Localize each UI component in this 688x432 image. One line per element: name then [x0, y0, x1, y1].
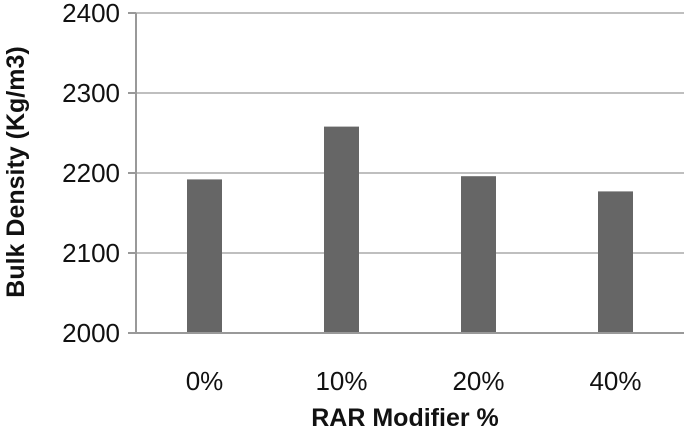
x-axis-title: RAR Modifier % [311, 404, 499, 432]
x-tick-label: 0% [186, 366, 224, 396]
y-tick-label: 2100 [62, 238, 120, 268]
bar-40pct [598, 191, 633, 333]
gridlines [136, 12, 684, 254]
bars [187, 126, 633, 333]
x-tick-label: 10% [315, 366, 367, 396]
bar-20pct [461, 176, 496, 333]
x-axis-ticks: 0% 10% 20% 40% [186, 366, 642, 396]
bar-10pct [324, 126, 359, 333]
y-axis-ticks: 2000 2100 2200 2300 2400 [62, 0, 136, 348]
y-tick-label: 2300 [62, 78, 120, 108]
x-tick-label: 40% [589, 366, 641, 396]
y-tick-label: 2200 [62, 158, 120, 188]
bar-0pct [187, 179, 222, 333]
y-tick-label: 2400 [62, 0, 120, 28]
x-tick-label: 20% [452, 366, 504, 396]
y-tick-label: 2000 [62, 318, 120, 348]
y-axis-title: Bulk Density (Kg/m3) [2, 46, 30, 297]
